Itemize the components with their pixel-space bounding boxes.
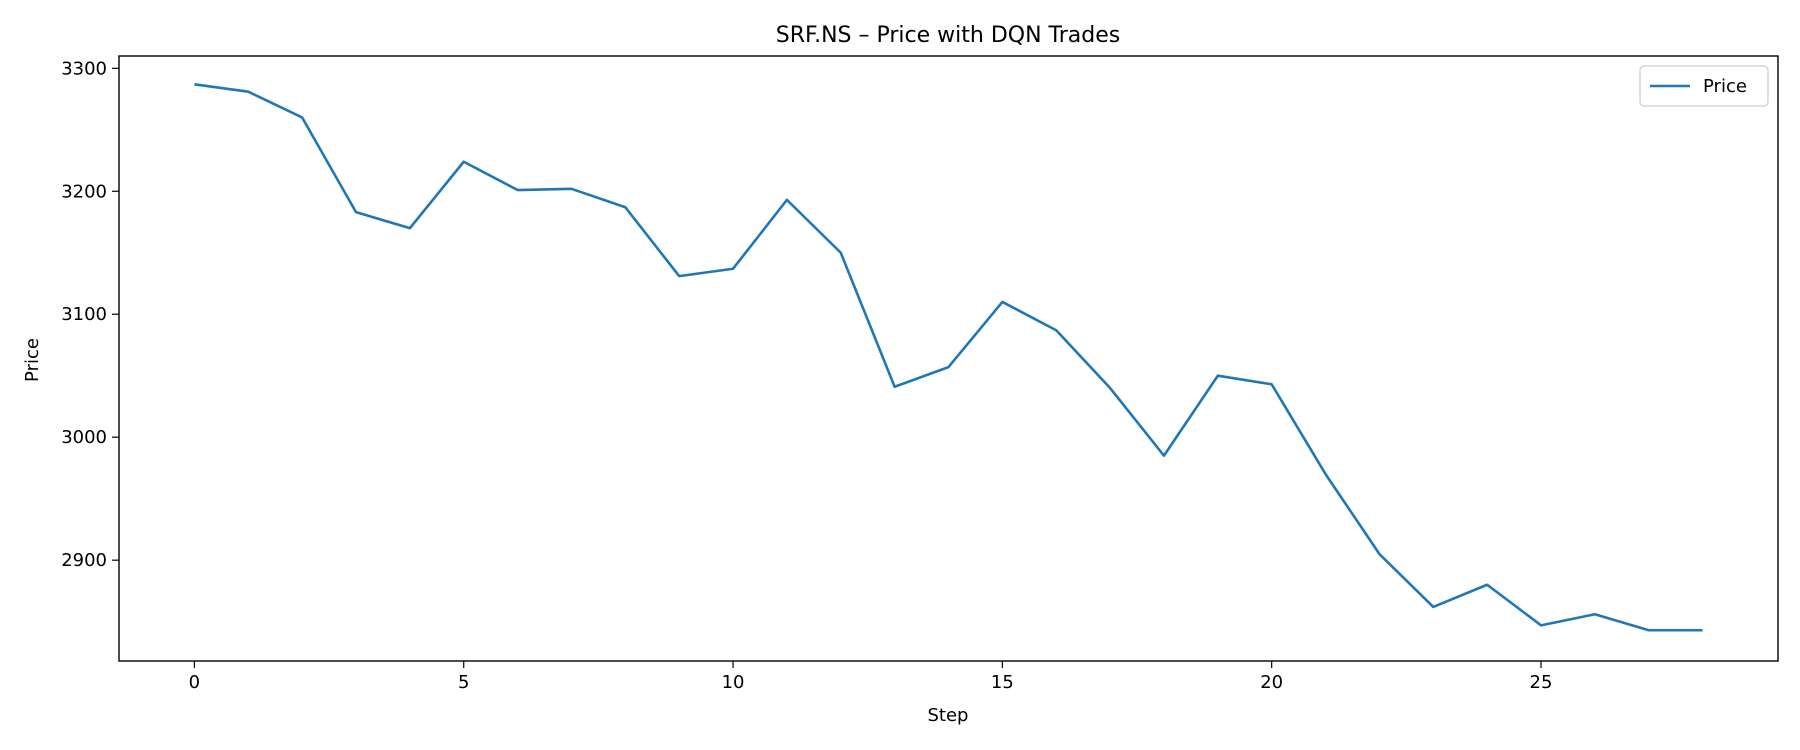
legend: Price <box>1639 65 1769 107</box>
x-tick-label: 0 <box>189 672 200 693</box>
legend-box <box>1639 65 1769 107</box>
chart-title: SRF.NS – Price with DQN Trades <box>776 23 1121 48</box>
x-tick-label: 10 <box>722 672 745 693</box>
x-tick-label: 25 <box>1530 672 1553 693</box>
y-tick-label: 3100 <box>61 304 107 325</box>
x-tick-label: 5 <box>458 672 469 693</box>
x-tick-label: 20 <box>1260 672 1283 693</box>
y-axis-ticks: 2900 3000 3100 3200 3300 <box>61 58 119 571</box>
x-axis-ticks: 0 5 10 15 20 25 <box>189 661 1553 693</box>
y-tick-label: 3300 <box>61 58 107 79</box>
y-tick-label: 2900 <box>61 550 107 571</box>
x-tick-label: 15 <box>991 672 1014 693</box>
plot-area <box>194 82 1703 632</box>
x-axis-label: Step <box>928 705 969 726</box>
plot-frame <box>118 55 1779 662</box>
series-line-price <box>194 82 1703 632</box>
y-tick-label: 3000 <box>61 427 107 448</box>
y-axis-label: Price <box>22 338 43 382</box>
legend-label: Price <box>1703 76 1747 97</box>
y-tick-label: 3200 <box>61 181 107 202</box>
